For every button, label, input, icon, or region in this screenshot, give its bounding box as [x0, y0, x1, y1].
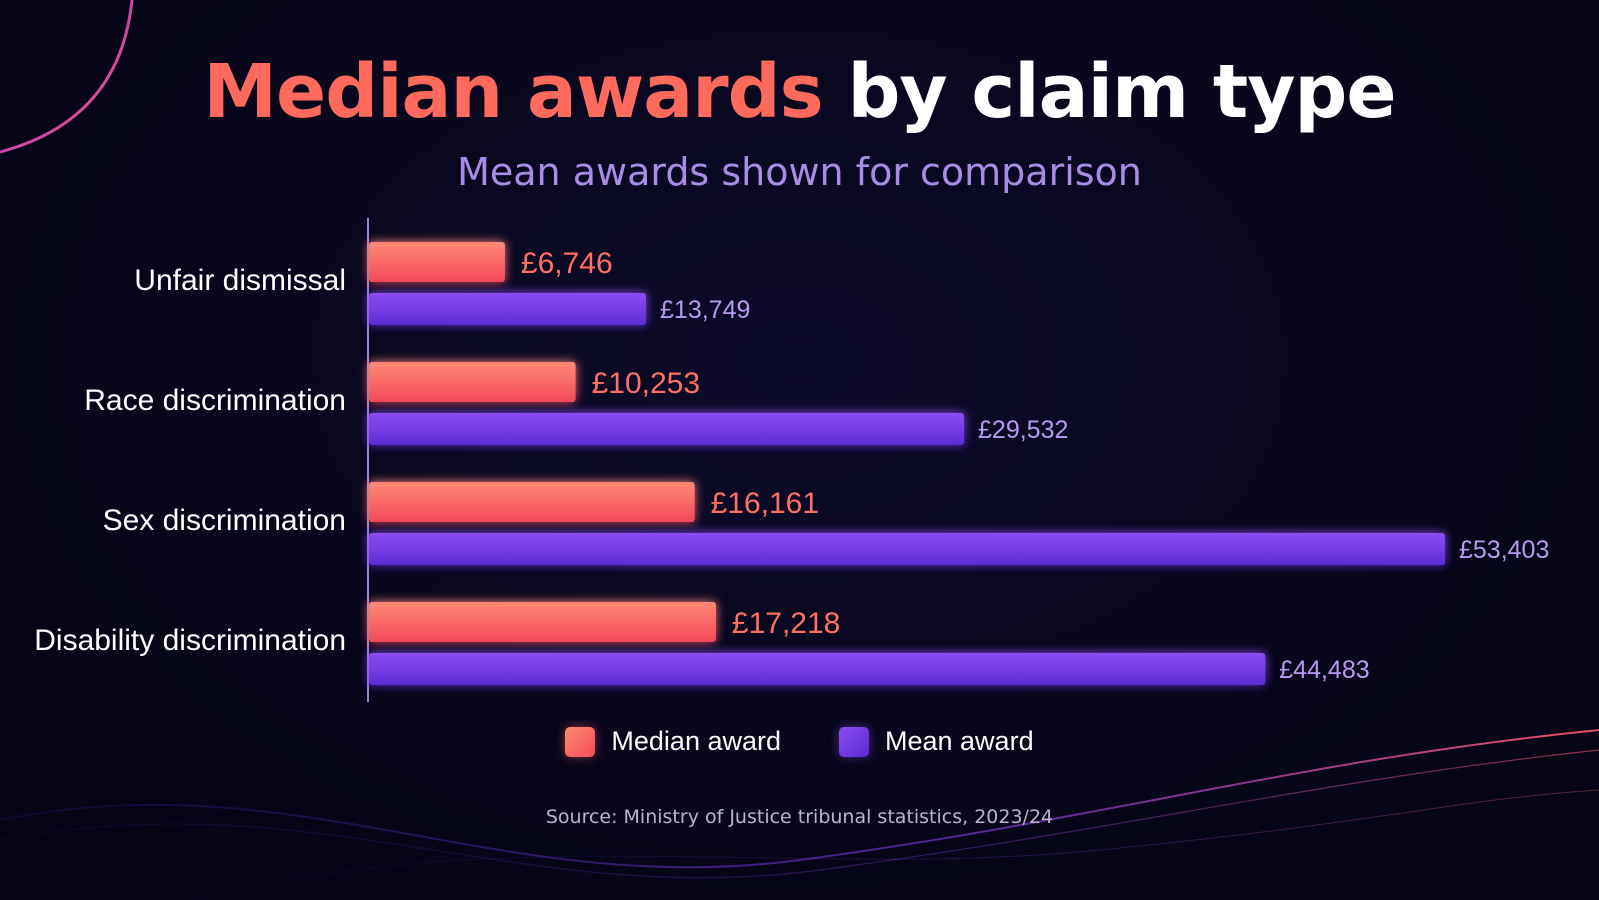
wave-line — [0, 749, 1599, 879]
data-label-mean: £44,483 — [1279, 656, 1369, 684]
bar-median — [369, 482, 695, 522]
data-label-median: £10,253 — [592, 367, 700, 400]
category-label: Sex discrimination — [103, 504, 346, 537]
chart-title-accent: Median awards — [203, 49, 823, 135]
data-label-mean: £29,532 — [978, 416, 1068, 444]
wave-line — [0, 729, 1599, 869]
legend: Median award Mean award — [0, 726, 1599, 757]
bar-median — [369, 602, 716, 642]
chart-title-rest: by claim type — [847, 49, 1396, 135]
chart-subtitle: Mean awards shown for comparison — [457, 150, 1142, 194]
data-label-mean: £13,749 — [660, 296, 750, 324]
data-label-median: £16,161 — [711, 487, 819, 520]
data-label-mean: £53,403 — [1459, 536, 1549, 564]
wave-line — [199, 789, 1599, 900]
bar-mean — [369, 533, 1445, 565]
category-label: Unfair dismissal — [134, 264, 346, 297]
legend-swatch-mean — [839, 726, 869, 757]
data-label-median: £6,746 — [521, 247, 613, 280]
legend-item-mean: Mean award — [839, 726, 1034, 757]
legend-swatch-median — [565, 726, 596, 757]
category-label: Race discrimination — [84, 384, 346, 417]
corner-arc — [0, 0, 134, 154]
category-label: Disability discrimination — [34, 624, 346, 657]
legend-label-mean: Mean award — [885, 726, 1034, 756]
legend-item-median: Median award — [565, 726, 781, 757]
bar-median — [369, 242, 505, 282]
legend-label-median: Median award — [611, 726, 781, 756]
data-label-median: £17,218 — [732, 607, 840, 640]
source-note: Source: Ministry of Justice tribunal sta… — [545, 806, 1054, 828]
bar-mean — [369, 293, 647, 325]
bar-mean — [369, 413, 965, 445]
bar-mean — [369, 653, 1266, 685]
bar-median — [369, 362, 576, 402]
chart-title: Median awards by claim type — [0, 49, 1599, 135]
